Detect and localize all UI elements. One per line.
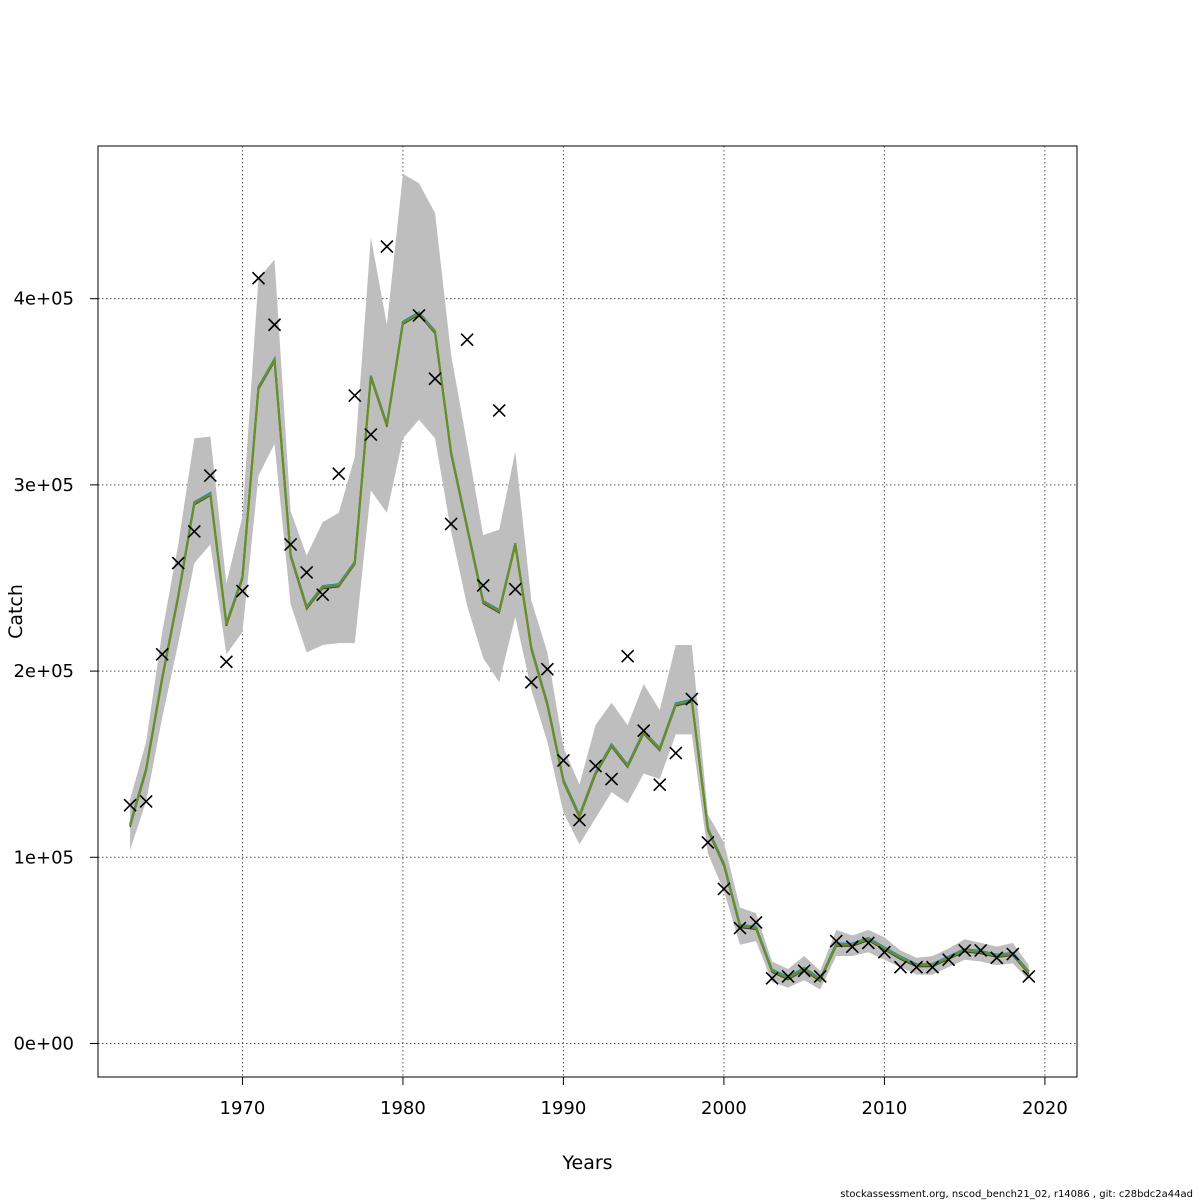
- observed-point: [572, 813, 587, 827]
- observed-point: [605, 772, 619, 786]
- observed-point: [476, 578, 490, 592]
- observed-point: [685, 692, 699, 706]
- observed-point: [123, 798, 137, 812]
- observed-point: [412, 308, 426, 323]
- y-axis-title: Catch: [5, 584, 27, 639]
- observed-point: [187, 524, 201, 538]
- observed-point: [267, 318, 282, 332]
- observed-point: [845, 940, 859, 954]
- observed-point: [284, 537, 298, 552]
- x-tick-label: 1990: [541, 1098, 587, 1119]
- observed-point: [717, 882, 731, 896]
- observed-point: [540, 662, 554, 676]
- observed-point: [942, 953, 956, 967]
- fitted-line-main: [129, 312, 1030, 982]
- y-tick-label: 4e+05: [13, 289, 74, 310]
- observed-point: [781, 969, 795, 984]
- observed-point: [861, 936, 875, 950]
- observed-point: [621, 649, 635, 663]
- observed-point: [139, 794, 153, 808]
- observed-point: [925, 960, 940, 974]
- observed-point: [990, 951, 1004, 965]
- y-tick-label: 1e+05: [13, 847, 74, 868]
- confidence-band-layer: [130, 173, 1029, 990]
- observed-point: [203, 469, 217, 483]
- observed-point: [813, 969, 827, 984]
- y-tick-label: 2e+05: [13, 661, 74, 682]
- observed-point: [155, 647, 169, 661]
- observed-point: [588, 759, 603, 773]
- y-axis: 0e+00 1e+05 2e+05 3e+05 4e+05: [13, 289, 98, 1054]
- observed-point: [637, 724, 651, 738]
- x-tick-label: 1980: [380, 1098, 426, 1119]
- observed-point: [171, 556, 185, 570]
- x-tick-label: 2000: [701, 1098, 747, 1119]
- observed-point: [332, 467, 346, 481]
- observed-point: [974, 943, 988, 957]
- y-tick-label: 0e+00: [13, 1033, 74, 1054]
- x-tick-label: 1970: [220, 1098, 266, 1119]
- observed-point: [316, 588, 330, 602]
- observed-point: [829, 934, 843, 948]
- observed-point: [653, 778, 667, 792]
- observed-point: [348, 388, 362, 403]
- x-tick-label: 2020: [1022, 1098, 1068, 1119]
- observed-point: [428, 372, 442, 386]
- observed-point: [300, 565, 314, 579]
- observed-point: [893, 960, 908, 974]
- plot-frame: [97, 145, 1078, 1078]
- observed-point: [1006, 947, 1020, 961]
- observed-point: [380, 239, 394, 254]
- x-axis-title: Years: [561, 1152, 612, 1174]
- observed-point: [235, 584, 250, 598]
- observed-point: [460, 333, 474, 347]
- observed-point: [733, 921, 747, 935]
- observed-point: [556, 753, 570, 768]
- observed-point: [1022, 969, 1036, 984]
- observed-point: [508, 582, 522, 596]
- observed-point: [364, 428, 378, 442]
- observed-points-layer: [123, 239, 1036, 985]
- observed-point: [251, 271, 266, 285]
- y-tick-label: 3e+05: [13, 475, 74, 496]
- observed-point: [219, 655, 233, 669]
- observed-point: [492, 403, 506, 417]
- observed-point: [669, 746, 683, 760]
- grid-lines: [98, 146, 1077, 1077]
- x-axis: 1970 1980 1990 2000 2010 2020: [220, 1077, 1068, 1119]
- observed-point: [444, 517, 458, 531]
- observed-point: [701, 835, 715, 849]
- observed-point: [958, 943, 972, 957]
- confidence-band: [130, 173, 1029, 990]
- observed-point: [877, 945, 891, 959]
- observed-point: [909, 960, 924, 974]
- observed-point: [524, 675, 538, 689]
- observed-point: [765, 971, 779, 985]
- observed-point: [797, 964, 811, 978]
- x-tick-label: 2010: [862, 1098, 908, 1119]
- observed-point: [749, 915, 763, 930]
- footer-note: stockassessment.org, nscod_bench21_02, r…: [840, 1189, 1193, 1200]
